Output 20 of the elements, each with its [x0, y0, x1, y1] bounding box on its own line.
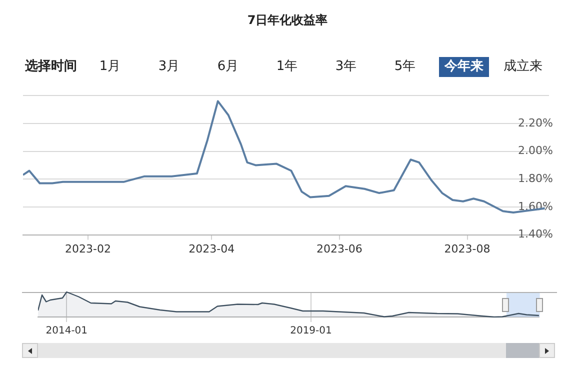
x-tick-label: 2023-08 [444, 242, 490, 256]
text: 1年 [275, 58, 299, 76]
text: 3年 [334, 58, 358, 76]
y-tick-label: 2.00% [518, 144, 553, 158]
text: 3月 [157, 58, 181, 76]
x-tick-label: 2019-01 [290, 326, 332, 337]
y-tick-label: 2.20% [518, 116, 553, 130]
text: 成立来 [502, 58, 544, 76]
x-tick-label: 2014-01 [46, 326, 88, 337]
y-tick-label: 1.80% [518, 172, 553, 185]
text: 5年 [393, 58, 417, 76]
chart-title: 7日年化收益率 [246, 12, 329, 29]
text: 1月 [98, 58, 122, 76]
x-tick-label: 2023-06 [316, 242, 362, 256]
x-tick-label: 2023-02 [64, 242, 111, 256]
x-tick-label: 2023-04 [188, 242, 235, 256]
text: 选择时间 [24, 58, 78, 76]
text: 今年来 [439, 57, 489, 77]
text: 6月 [216, 58, 240, 76]
y-tick-label: 1.40% [518, 228, 553, 241]
